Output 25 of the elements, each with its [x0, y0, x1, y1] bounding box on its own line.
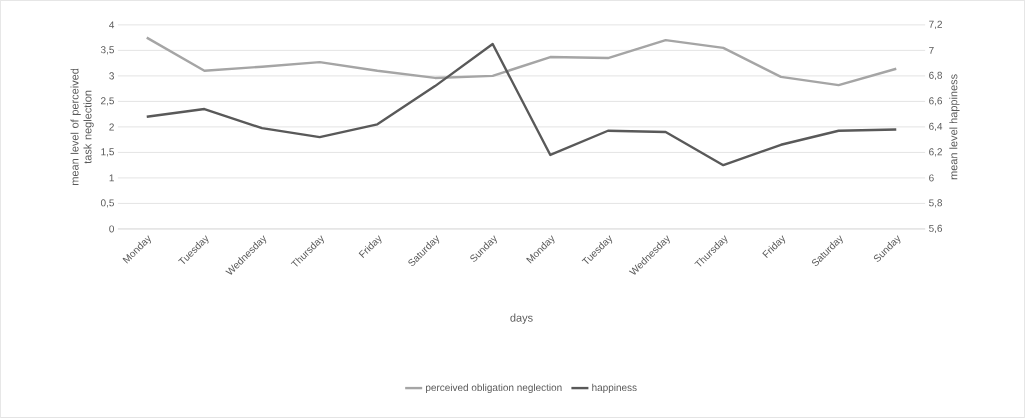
y-tick-label: 0 [109, 225, 114, 233]
line-series [145, 42, 898, 167]
x-axis-title: days [510, 313, 533, 324]
y-tick-label: 3 [109, 72, 114, 80]
y2-tick-label: 7,2 [929, 20, 942, 30]
y-tick-label: 3,5 [100, 46, 114, 55]
y-tick-label: 1,5 [101, 148, 114, 157]
y2-tick-label: 5,8 [929, 199, 943, 208]
y-tick-label: 0,5 [100, 199, 114, 208]
line-series [145, 36, 898, 87]
y-tick-label: 4 [109, 21, 115, 29]
y2-tick-label: 6,4 [929, 122, 943, 132]
y-axis-title: mean level of perceived task neglection [70, 68, 94, 186]
y2-tick-label: 7 [929, 47, 934, 54]
y-tick-label: 1 [109, 174, 114, 182]
y-tick-label: 2 [109, 123, 114, 131]
y2-tick-label: 6 [929, 174, 934, 182]
y2-tick-label: 6,2 [929, 148, 942, 157]
y2-tick-label: 6,8 [929, 71, 943, 81]
y2-tick-label: 6,6 [929, 97, 943, 106]
legend-label: perceived obligation neglection [426, 383, 562, 394]
legend-label: happiness [592, 383, 637, 394]
y-tick-label: 2,5 [101, 97, 114, 106]
y2-axis-title: mean level happiness [949, 74, 960, 180]
y2-tick-label: 5,6 [929, 224, 943, 234]
